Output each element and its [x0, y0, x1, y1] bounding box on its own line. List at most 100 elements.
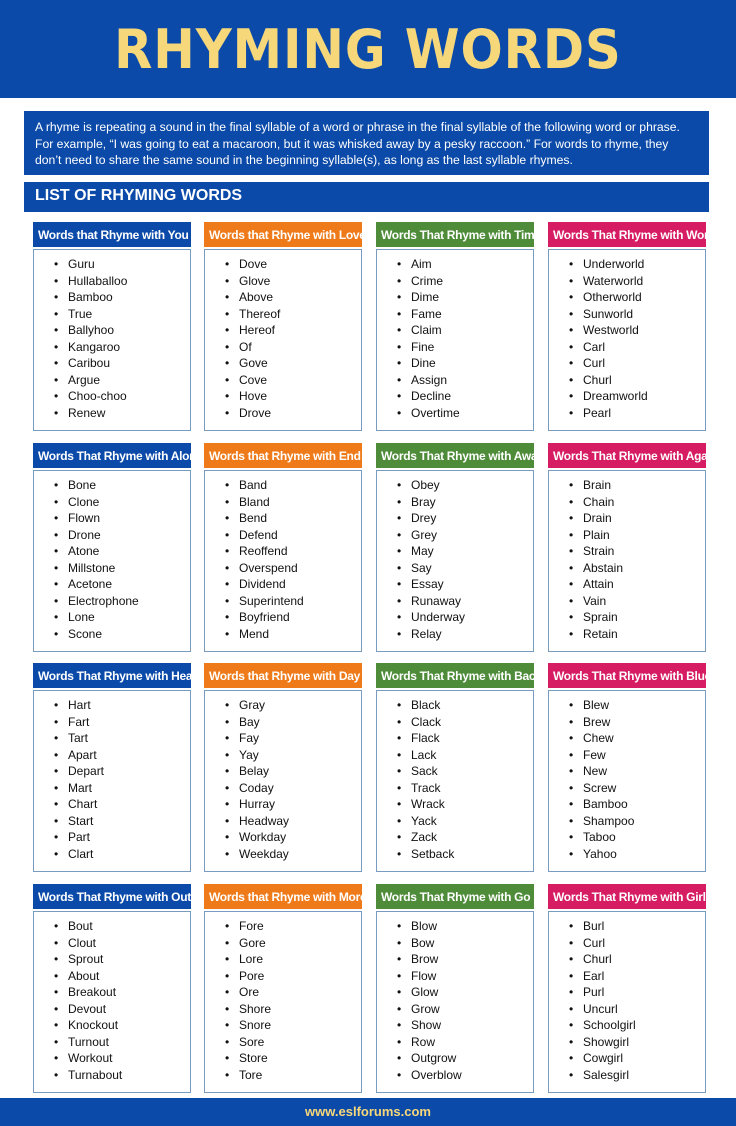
word-list: BandBlandBendDefendReoffendOverspendDivi… [204, 470, 362, 652]
list-item: Bland [225, 494, 361, 511]
list-item: Bamboo [54, 289, 190, 306]
list-item: Burl [569, 918, 705, 935]
list-item: Crime [397, 273, 533, 290]
list-item: Sunworld [569, 306, 705, 323]
word-list: HartFartTartApartDepartMartChartStartPar… [33, 690, 191, 872]
list-item: Flack [397, 730, 533, 747]
list-item: Bay [225, 714, 361, 731]
list-item: Turnabout [54, 1067, 190, 1084]
list-item: Of [225, 339, 361, 356]
list-item: Clack [397, 714, 533, 731]
list-item: Flow [397, 968, 533, 985]
list-item: Fore [225, 918, 361, 935]
list-item: Apart [54, 747, 190, 764]
list-item: Guru [54, 256, 190, 273]
list-item: Strain [569, 543, 705, 560]
list-item: Ore [225, 984, 361, 1001]
list-item: Sprout [54, 951, 190, 968]
list-item: Showgirl [569, 1034, 705, 1051]
word-list: ObeyBrayDreyGreyMaySayEssayRunawayUnderw… [376, 470, 534, 652]
list-item: Atone [54, 543, 190, 560]
list-item: Underway [397, 609, 533, 626]
card-title: Words That Rhyme with Blue [548, 663, 706, 688]
word-list: ForeGoreLorePoreOreShoreSnoreSoreStoreTo… [204, 911, 362, 1093]
list-item: Essay [397, 576, 533, 593]
list-item: Pore [225, 968, 361, 985]
list-item: Gore [225, 935, 361, 952]
rhyme-card: Words that Rhyme with EndBandBlandBendDe… [204, 443, 362, 652]
card-title: Words That Rhyme with Girl [548, 884, 706, 909]
card-title: Words That Rhyme with Away [376, 443, 534, 468]
list-item: Blew [569, 697, 705, 714]
list-item: Bamboo [569, 796, 705, 813]
list-item: Waterworld [569, 273, 705, 290]
list-item: Argue [54, 372, 190, 389]
card-title: Words That Rhyme with Again [548, 443, 706, 468]
list-item: Fart [54, 714, 190, 731]
list-item: Cove [225, 372, 361, 389]
list-item: Say [397, 560, 533, 577]
card-title: Words That Rhyme with Alone [33, 443, 191, 468]
list-item: Taboo [569, 829, 705, 846]
list-item: Tore [225, 1067, 361, 1084]
list-item: Band [225, 477, 361, 494]
rhyme-card: Words that Rhyme with DayGrayBayFayYayBe… [204, 663, 362, 872]
list-item: Outgrow [397, 1050, 533, 1067]
card-title: Words That Rhyme with Go [376, 884, 534, 909]
card-title: Words That Rhyme with Heart [33, 663, 191, 688]
list-item: Salesgirl [569, 1067, 705, 1084]
list-item: Overblow [397, 1067, 533, 1084]
list-item: Grey [397, 527, 533, 544]
list-item: Decline [397, 388, 533, 405]
list-item: Few [569, 747, 705, 764]
page-title: RHYMING WORDS [114, 17, 622, 81]
list-item: Claim [397, 322, 533, 339]
list-item: Devout [54, 1001, 190, 1018]
list-item: Defend [225, 527, 361, 544]
list-item: Retain [569, 626, 705, 643]
list-item: Sack [397, 763, 533, 780]
list-heading: LIST OF RHYMING WORDS [24, 182, 709, 212]
list-item: Grow [397, 1001, 533, 1018]
list-item: Drey [397, 510, 533, 527]
list-item: Show [397, 1017, 533, 1034]
list-item: Cowgirl [569, 1050, 705, 1067]
word-list: GrayBayFayYayBelayCodayHurrayHeadwayWork… [204, 690, 362, 872]
list-item: Start [54, 813, 190, 830]
word-list: GuruHullaballooBambooTrueBallyhooKangaro… [33, 249, 191, 431]
list-item: Sprain [569, 609, 705, 626]
rhyme-card: Words That Rhyme with HeartHartFartTartA… [33, 663, 191, 872]
list-item: Clone [54, 494, 190, 511]
list-item: Chain [569, 494, 705, 511]
rhyme-card: Words That Rhyme with GoBlowBowBrowFlowG… [376, 884, 534, 1093]
list-item: Underworld [569, 256, 705, 273]
list-item: About [54, 968, 190, 985]
card-title: Words that Rhyme with End [204, 443, 362, 468]
list-item: Black [397, 697, 533, 714]
intro-text: A rhyme is repeating a sound in the fina… [24, 111, 709, 175]
list-item: Gray [225, 697, 361, 714]
list-item: Caribou [54, 355, 190, 372]
word-list: UnderworldWaterworldOtherworldSunworldWe… [548, 249, 706, 431]
list-item: Setback [397, 846, 533, 863]
list-item: Turnout [54, 1034, 190, 1051]
list-item: Bray [397, 494, 533, 511]
list-item: Boyfriend [225, 609, 361, 626]
list-item: Hereof [225, 322, 361, 339]
list-item: Pearl [569, 405, 705, 422]
word-list: BoutCloutSproutAboutBreakoutDevoutKnocko… [33, 911, 191, 1093]
rhyme-card: Words That Rhyme with TimeAimCrimeDimeFa… [376, 222, 534, 431]
list-item: Hurray [225, 796, 361, 813]
list-item: Belay [225, 763, 361, 780]
list-item: Workday [225, 829, 361, 846]
list-item: Aim [397, 256, 533, 273]
list-item: Clart [54, 846, 190, 863]
list-item: Part [54, 829, 190, 846]
list-item: Electrophone [54, 593, 190, 610]
list-item: Clout [54, 935, 190, 952]
word-list: BlowBowBrowFlowGlowGrowShowRowOutgrowOve… [376, 911, 534, 1093]
list-item: Tart [54, 730, 190, 747]
list-item: Depart [54, 763, 190, 780]
list-item: Bow [397, 935, 533, 952]
list-item: Plain [569, 527, 705, 544]
